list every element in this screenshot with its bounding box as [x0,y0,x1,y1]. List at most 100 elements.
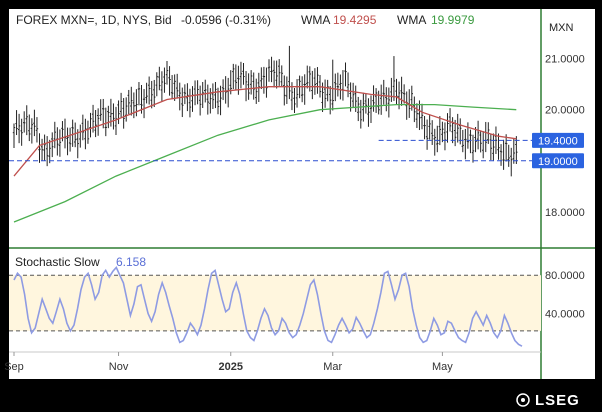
level-badge-0 [532,132,584,148]
price-bar [255,78,258,104]
price-bar [160,71,164,102]
price-bar [334,73,337,102]
price-bar [372,85,375,112]
price-bar [89,112,92,138]
price-bar [354,85,357,112]
price-bar [17,113,21,144]
price-bar [329,85,332,115]
price-bar [219,85,222,116]
price-bar [206,84,209,115]
price-bar [433,128,436,156]
price-bar [45,136,49,167]
price-bar [339,74,342,100]
price-bar [323,79,327,108]
price-bar [344,62,347,87]
price-bar [188,88,192,118]
price-bar [369,95,373,123]
price-bar [155,72,158,97]
price-bar [510,147,513,177]
price-bar [512,138,515,164]
price-bar [507,144,510,167]
price-bar [423,116,426,140]
price-bar [283,75,286,106]
price-bar [380,84,383,115]
price-bar [43,134,46,161]
price-bar [341,70,345,101]
price-bar [262,66,266,94]
price-bar [313,68,317,95]
price-bar [359,99,362,129]
price-bar [402,84,406,104]
price-bar [28,114,31,142]
price-bar [471,134,475,163]
price-bar [400,76,403,106]
price-bar [306,65,309,89]
price-bar [107,105,110,129]
price-bar [285,76,289,104]
price-bar [311,70,314,100]
price-bar [122,98,125,129]
price-bar [178,82,181,111]
price-bar [130,86,133,116]
price-bar [140,85,143,114]
price-bar [104,107,107,137]
price-bar [504,134,508,162]
stochastic-line [13,266,523,347]
price-bar [117,100,120,125]
price-bar [40,138,44,162]
price-bar [239,61,243,89]
price-bar [198,85,202,116]
lseg-logo-text: LSEG [535,392,580,409]
price-bar [76,129,79,159]
price-bar [163,67,166,93]
price-bar [173,74,176,101]
price-axis-area [541,9,595,379]
price-bar [204,79,207,103]
price-bar [492,133,495,162]
price-bar [71,119,74,147]
wma1-line [13,86,517,177]
price-bar [252,72,255,100]
price-bar [66,127,69,156]
price-bar [201,81,204,108]
price-tick-label: 18.0000 [545,207,585,219]
price-bar [86,120,90,144]
price-bar [119,92,123,118]
lseg-logo: LSEG [516,392,580,409]
header-change: -0.0596 (-0.31%) [181,13,272,27]
price-bar [374,88,378,113]
price-bar [331,59,334,111]
price-bar [84,118,87,150]
price-tick-label: 20.0000 [545,105,585,117]
price-bar [272,60,276,88]
price-bar [428,114,431,140]
wma2-label: WMA [397,13,427,27]
price-bar [53,121,56,149]
price-bar [234,64,238,91]
price-bar [431,120,434,145]
price-bar [96,108,100,136]
price-bar [357,96,360,122]
price-bar [176,73,179,99]
price-bar [280,65,283,87]
price-bar [387,87,391,118]
price-bar [443,122,447,151]
price-bar [181,87,184,118]
price-bar [145,82,148,104]
price-bar [275,60,278,89]
price-bar [451,117,454,144]
stochastic-tick-label: 80.0000 [545,270,585,282]
price-bar [132,92,136,119]
price-bar [51,132,54,158]
price-bar [346,72,350,98]
price-bar [260,67,263,90]
price-bar [74,122,77,148]
price-bar [196,80,199,105]
stochastic-tick-label: 40.0000 [545,309,585,321]
price-bar [147,76,151,105]
price-bar [367,98,370,127]
price-bar [300,76,304,103]
price-bar [244,71,248,102]
price-bar [25,105,28,136]
stochastic-last-value: 6.158 [116,255,146,269]
